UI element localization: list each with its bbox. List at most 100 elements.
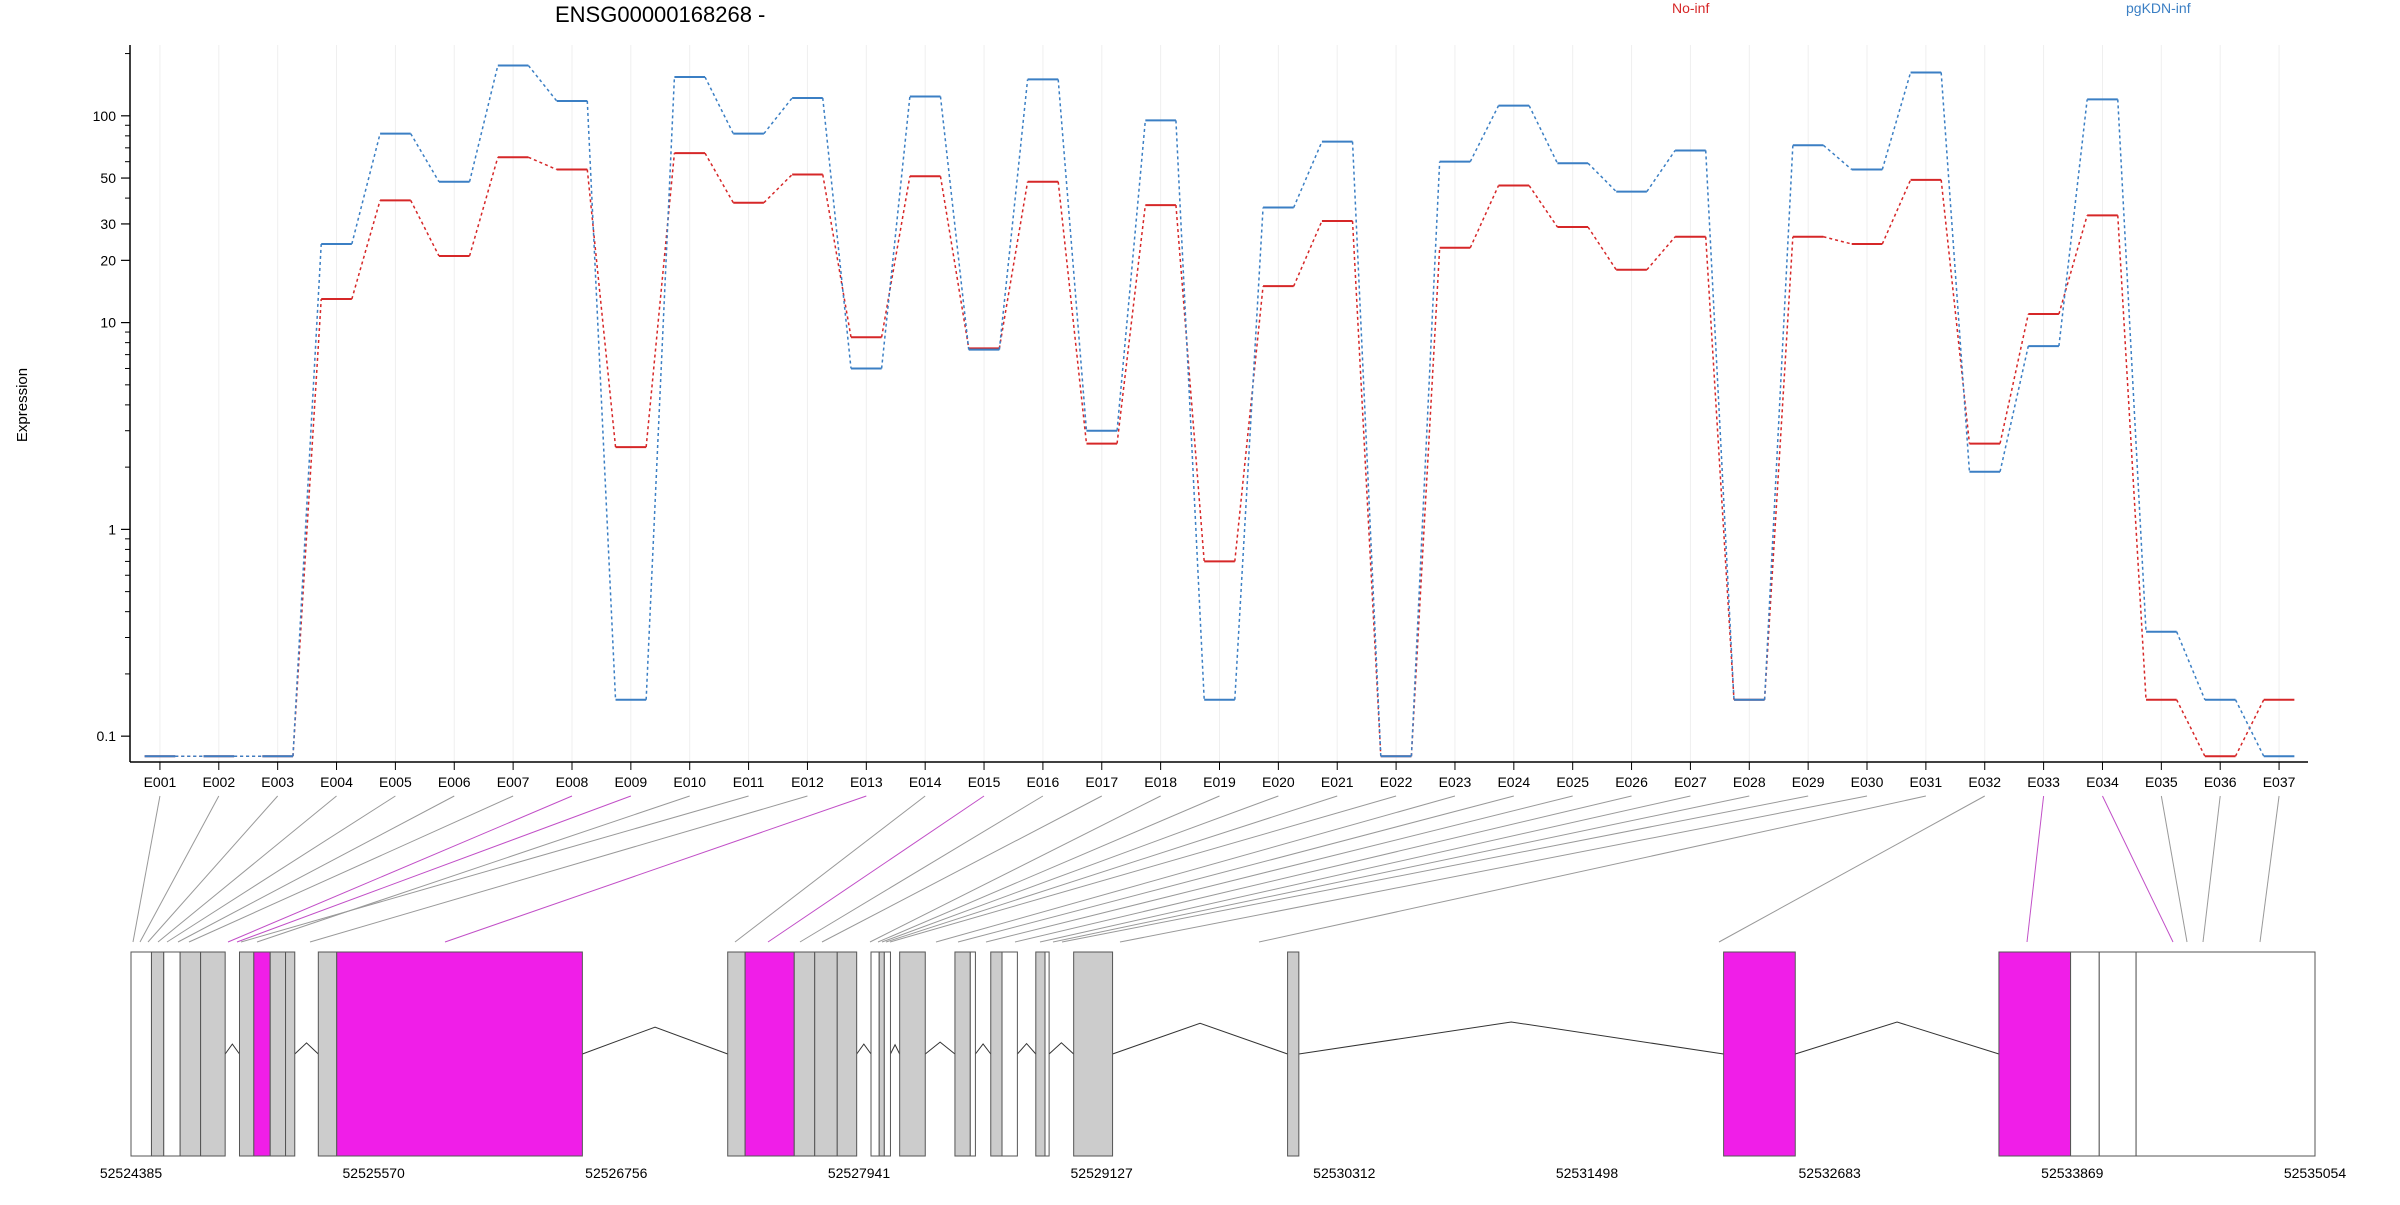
gene-model xyxy=(130,951,2316,1157)
legend-pgkdn-inf: pgKDN-inf xyxy=(2126,0,2191,16)
connector-line xyxy=(468,65,499,182)
exon-block xyxy=(899,951,926,1157)
x-tick-label: E024 xyxy=(1497,774,1530,790)
exon-connector xyxy=(132,795,161,943)
connector-line xyxy=(1763,236,1794,700)
connector-line xyxy=(1881,179,1912,245)
exon-block xyxy=(990,951,1003,1157)
connector-line xyxy=(939,96,970,350)
y-axis-label: Expression xyxy=(14,368,31,442)
x-tick-label: E005 xyxy=(379,774,412,790)
exon-connector xyxy=(147,795,279,943)
exon-block xyxy=(744,951,795,1157)
x-tick-label: E029 xyxy=(1792,774,1825,790)
x-tick-label: E026 xyxy=(1615,774,1648,790)
y-tick-label: 100 xyxy=(93,108,117,124)
exon-connector xyxy=(935,795,1456,943)
connector-line xyxy=(1587,162,1617,193)
exon-block xyxy=(870,951,880,1157)
exon-block xyxy=(969,951,976,1157)
genomic-tick-label: 52527941 xyxy=(828,1165,891,1181)
x-tick-label: E031 xyxy=(1910,774,1943,790)
exon-connector xyxy=(734,795,926,943)
exon-block xyxy=(814,951,838,1157)
exon-connector xyxy=(885,795,1338,943)
exon-connector xyxy=(2102,795,2174,943)
exon-connector xyxy=(767,795,985,943)
exon-block xyxy=(1035,951,1046,1157)
genomic-tick-label: 52533869 xyxy=(2041,1165,2104,1181)
x-tick-label: E025 xyxy=(1556,774,1589,790)
connector-line xyxy=(1940,179,1971,444)
exon-block xyxy=(200,951,226,1157)
exon-block xyxy=(1073,951,1114,1157)
genomic-tick-label: 52525570 xyxy=(343,1165,406,1181)
x-tick-label: E019 xyxy=(1203,774,1236,790)
y-tick-label: 10 xyxy=(100,315,116,331)
x-tick-label: E003 xyxy=(261,774,294,790)
connector-line xyxy=(1646,236,1676,271)
exon-axis: E001 E002 E003 E004 E005 E006 E007 E008 E009 E010… xyxy=(144,762,2296,790)
connector-line xyxy=(1704,150,1735,700)
intron xyxy=(890,1043,901,1055)
genomic-tick-label: 52529127 xyxy=(1071,1165,1134,1181)
x-tick-label: E035 xyxy=(2145,774,2178,790)
intron xyxy=(1016,1042,1037,1055)
y-ticks: 0.1 1 10 20 30 50 100 xyxy=(93,53,130,744)
connector-line xyxy=(1881,72,1912,170)
x-tick-label: E021 xyxy=(1321,774,1354,790)
connector-line xyxy=(468,157,499,257)
connector-line xyxy=(645,153,676,448)
exon-connector xyxy=(236,795,632,943)
x-tick-label: E034 xyxy=(2086,774,2119,790)
genomic-tick-label: 52535054 xyxy=(2284,1165,2347,1181)
connector-line xyxy=(351,133,381,245)
connector-line xyxy=(1587,226,1617,271)
connector-line xyxy=(1528,105,1559,164)
genomic-tick-label: 52532683 xyxy=(1799,1165,1862,1181)
exon-connector xyxy=(799,795,1044,943)
exon-connector xyxy=(1039,795,1691,943)
connector-line xyxy=(998,79,1029,350)
connector-line xyxy=(1116,120,1147,431)
x-tick-label: E013 xyxy=(850,774,883,790)
connector-line xyxy=(763,97,793,135)
exon-block xyxy=(836,951,858,1157)
connector-line xyxy=(527,65,558,102)
connector-line xyxy=(586,100,617,700)
intron xyxy=(224,1043,240,1055)
intron xyxy=(1048,1042,1075,1055)
x-tick-label: E032 xyxy=(1968,774,2001,790)
exon-connector xyxy=(240,795,749,943)
x-tick-label: E033 xyxy=(2027,774,2060,790)
exon-connectors xyxy=(132,795,2280,943)
connector-line xyxy=(704,152,734,204)
x-tick-label: E023 xyxy=(1439,774,1472,790)
intron xyxy=(924,1041,956,1055)
exon-block xyxy=(954,951,971,1157)
exon-block xyxy=(727,951,746,1157)
exon-block xyxy=(1287,951,1300,1157)
x-tick-label: E014 xyxy=(909,774,942,790)
connector-line xyxy=(704,76,734,134)
exon-connector xyxy=(1061,795,1809,943)
chart-title: ENSG00000168268 - xyxy=(555,2,765,27)
connector-line xyxy=(1410,161,1441,757)
connector-line xyxy=(351,200,381,300)
x-tick-label: E011 xyxy=(733,774,765,790)
connector-line xyxy=(880,96,911,369)
exon-block xyxy=(336,951,583,1157)
exon-block xyxy=(150,951,165,1157)
exon-connector xyxy=(2160,795,2188,943)
exon-connector xyxy=(889,795,1397,943)
exon-connector xyxy=(157,795,337,943)
exon-block xyxy=(130,951,152,1157)
connector-line xyxy=(292,243,322,757)
exon-block xyxy=(285,951,296,1157)
exon-connector xyxy=(1718,795,1985,943)
connector-line xyxy=(410,200,440,257)
exon-connector xyxy=(985,795,1573,943)
exon-connector xyxy=(309,795,808,943)
series-No-inf xyxy=(144,152,2295,758)
